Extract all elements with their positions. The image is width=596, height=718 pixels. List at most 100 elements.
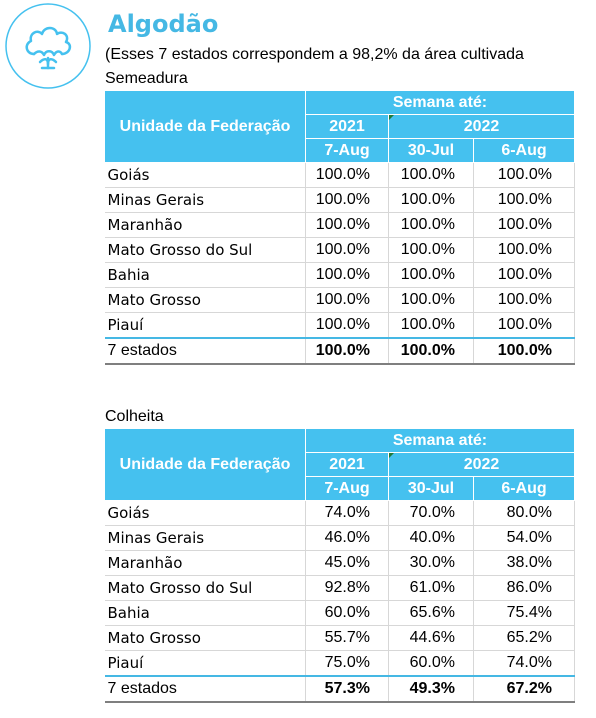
- state-name: Bahia: [104, 262, 306, 288]
- total-value-cell: 67.2%: [473, 675, 575, 703]
- total-value-cell: 57.3%: [305, 675, 389, 703]
- value-cell: 60.0%: [388, 650, 474, 677]
- value-cell: 100.0%: [473, 212, 575, 238]
- value-cell: 65.6%: [388, 600, 474, 626]
- value-cell: 100.0%: [388, 262, 474, 288]
- page-subtitle: (Esses 7 estados correspondem a 98,2% da…: [105, 46, 524, 63]
- value-cell: 100.0%: [305, 287, 389, 313]
- value-cell: 54.0%: [473, 525, 575, 551]
- column-header-week: Semana até:: [305, 428, 575, 453]
- value-cell: 100.0%: [473, 312, 575, 339]
- cotton-boll-icon: [5, 3, 91, 89]
- table-row: Maranhão 45.0% 30.0% 38.0%: [104, 550, 575, 576]
- column-header-unit: Unidade da Federação: [104, 428, 306, 501]
- value-cell: 100.0%: [473, 187, 575, 213]
- value-cell: 100.0%: [473, 287, 575, 313]
- table-row: Mato Grosso 55.7% 44.6% 65.2%: [104, 625, 575, 651]
- value-cell: 100.0%: [305, 187, 389, 213]
- column-header-date: 6-Aug: [473, 138, 575, 163]
- value-cell: 100.0%: [305, 212, 389, 238]
- value-cell: 61.0%: [388, 575, 474, 601]
- value-cell: 100.0%: [388, 187, 474, 213]
- semeadura-table: Unidade da Federação Semana até: 2021 20…: [104, 90, 575, 365]
- total-row: 7 estados 57.3% 49.3% 67.2%: [104, 675, 575, 703]
- value-cell: 55.7%: [305, 625, 389, 651]
- table-row: Piauí 100.0% 100.0% 100.0%: [104, 312, 575, 339]
- state-name: Mato Grosso do Sul: [104, 575, 306, 601]
- total-label: 7 estados: [104, 337, 306, 365]
- total-value-cell: 49.3%: [388, 675, 474, 703]
- total-value-cell: 100.0%: [473, 337, 575, 365]
- total-value-cell: 100.0%: [305, 337, 389, 365]
- column-header-year-2021: 2021: [305, 452, 389, 477]
- value-cell: 45.0%: [305, 550, 389, 576]
- value-cell: 86.0%: [473, 575, 575, 601]
- table-row: Minas Gerais 46.0% 40.0% 54.0%: [104, 525, 575, 551]
- column-header-unit: Unidade da Federação: [104, 90, 306, 163]
- value-cell: 75.0%: [305, 650, 389, 677]
- column-header-date: 7-Aug: [305, 476, 389, 501]
- value-cell: 100.0%: [388, 237, 474, 263]
- comment-marker: [389, 453, 394, 458]
- value-cell: 100.0%: [388, 287, 474, 313]
- value-cell: 100.0%: [473, 262, 575, 288]
- table-row: Goiás 74.0% 70.0% 80.0%: [104, 500, 575, 526]
- value-cell: 100.0%: [305, 262, 389, 288]
- table-row: Maranhão 100.0% 100.0% 100.0%: [104, 212, 575, 238]
- column-header-date: 6-Aug: [473, 476, 575, 501]
- value-cell: 100.0%: [305, 162, 389, 188]
- value-cell: 80.0%: [473, 500, 575, 526]
- column-header-date: 30-Jul: [388, 476, 474, 501]
- table-row: Minas Gerais 100.0% 100.0% 100.0%: [104, 187, 575, 213]
- section-label-semeadura: Semeadura: [105, 70, 188, 87]
- section-label-colheita: Colheita: [105, 408, 164, 425]
- comment-marker: [389, 115, 394, 120]
- state-name: Piauí: [104, 650, 306, 677]
- state-name: Minas Gerais: [104, 525, 306, 551]
- colheita-table: Unidade da Federação Semana até: 2021 20…: [104, 428, 575, 703]
- state-name: Piauí: [104, 312, 306, 339]
- value-cell: 74.0%: [305, 500, 389, 526]
- page-title: Algodão: [108, 10, 219, 38]
- value-cell: 100.0%: [388, 312, 474, 339]
- total-row: 7 estados 100.0% 100.0% 100.0%: [104, 337, 575, 365]
- value-cell: 100.0%: [305, 237, 389, 263]
- value-cell: 92.8%: [305, 575, 389, 601]
- column-header-year-2022: 2022: [388, 452, 575, 477]
- value-cell: 70.0%: [388, 500, 474, 526]
- table-row: Mato Grosso do Sul 100.0% 100.0% 100.0%: [104, 237, 575, 263]
- table-row: Goiás 100.0% 100.0% 100.0%: [104, 162, 575, 188]
- table-row: Mato Grosso do Sul 92.8% 61.0% 86.0%: [104, 575, 575, 601]
- value-cell: 74.0%: [473, 650, 575, 677]
- value-cell: 100.0%: [473, 237, 575, 263]
- total-label: 7 estados: [104, 675, 306, 703]
- table-row: Mato Grosso 100.0% 100.0% 100.0%: [104, 287, 575, 313]
- state-name: Minas Gerais: [104, 187, 306, 213]
- total-value-cell: 100.0%: [388, 337, 474, 365]
- table-row: Bahia 100.0% 100.0% 100.0%: [104, 262, 575, 288]
- column-header-year-2022: 2022: [388, 114, 575, 139]
- state-name: Mato Grosso do Sul: [104, 237, 306, 263]
- value-cell: 65.2%: [473, 625, 575, 651]
- value-cell: 75.4%: [473, 600, 575, 626]
- value-cell: 100.0%: [388, 162, 474, 188]
- column-header-week: Semana até:: [305, 90, 575, 115]
- table-row: Bahia 60.0% 65.6% 75.4%: [104, 600, 575, 626]
- value-cell: 40.0%: [388, 525, 474, 551]
- value-cell: 100.0%: [305, 312, 389, 339]
- column-header-date: 7-Aug: [305, 138, 389, 163]
- value-cell: 46.0%: [305, 525, 389, 551]
- table-row: Piauí 75.0% 60.0% 74.0%: [104, 650, 575, 677]
- state-name: Goiás: [104, 162, 306, 188]
- value-cell: 30.0%: [388, 550, 474, 576]
- state-name: Mato Grosso: [104, 287, 306, 313]
- state-name: Bahia: [104, 600, 306, 626]
- value-cell: 38.0%: [473, 550, 575, 576]
- value-cell: 44.6%: [388, 625, 474, 651]
- value-cell: 100.0%: [388, 212, 474, 238]
- state-name: Mato Grosso: [104, 625, 306, 651]
- state-name: Maranhão: [104, 550, 306, 576]
- state-name: Maranhão: [104, 212, 306, 238]
- value-cell: 100.0%: [473, 162, 575, 188]
- value-cell: 60.0%: [305, 600, 389, 626]
